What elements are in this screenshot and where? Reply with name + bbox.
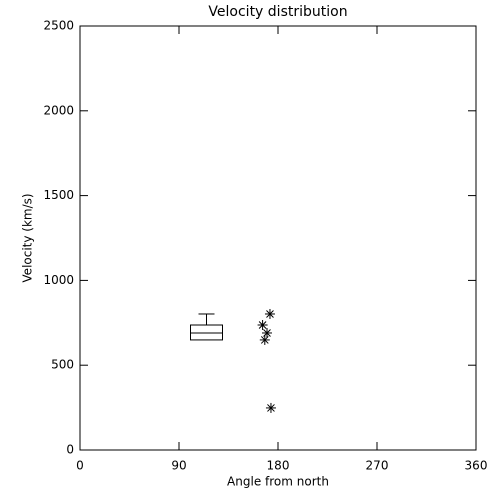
point (257, 320, 268, 331)
y-axis-label: Velocity (km/s) (21, 193, 35, 282)
x-tick-label: 270 (366, 459, 389, 473)
point-stroke (266, 310, 274, 318)
x-tick-label: 90 (171, 459, 186, 473)
y-tick-label: 500 (51, 358, 74, 372)
point (259, 334, 270, 345)
point (264, 308, 275, 319)
point-stroke (258, 321, 267, 329)
y-tick-label: 1000 (43, 273, 74, 287)
y-tick-label: 1500 (43, 188, 74, 202)
x-tick-label: 360 (465, 459, 488, 473)
y-tick-label: 2000 (43, 103, 74, 117)
point-stroke (260, 336, 269, 344)
point-stroke (267, 404, 275, 412)
box (190, 324, 223, 341)
plot-frame (79, 25, 477, 451)
point (265, 402, 276, 413)
y-tick-label: 0 (66, 443, 74, 457)
y-tick-label: 2500 (43, 19, 74, 33)
chart-title: Velocity distribution (208, 4, 347, 20)
x-axis-label: Angle from north (227, 475, 329, 489)
x-tick-label: 180 (267, 459, 290, 473)
point (262, 327, 272, 338)
x-tick-label: 0 (76, 459, 84, 473)
